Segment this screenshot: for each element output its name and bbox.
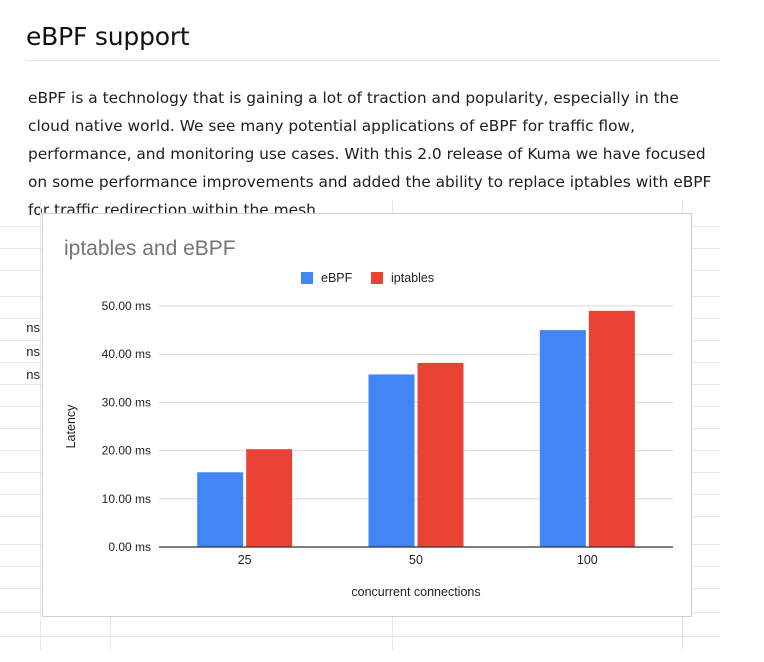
- legend-swatch-ebpf: [301, 272, 313, 284]
- y-tick-label: 0.00 ms: [108, 540, 151, 554]
- x-axis-title: concurrent connections: [351, 585, 480, 599]
- y-tick-label: 20.00 ms: [102, 444, 151, 458]
- legend-swatch-iptables: [371, 272, 383, 284]
- y-axis-title: Latency: [64, 404, 78, 449]
- intro-paragraph: eBPF is a technology that is gaining a l…: [28, 89, 712, 219]
- bar-iptables-25: [246, 449, 293, 547]
- y-tick-label: 30.00 ms: [102, 395, 151, 409]
- clipped-cell-text: ns: [26, 320, 40, 335]
- bar-ebpf-25: [197, 472, 244, 547]
- y-tick-label: 50.00 ms: [102, 299, 151, 313]
- y-tick-label: 10.00 ms: [102, 492, 151, 506]
- bar-chart: iptables and eBPF eBPF iptables 0.00 ms 10.0…: [64, 237, 673, 599]
- legend-label-iptables: iptables: [391, 271, 434, 285]
- heading-divider: [26, 60, 720, 61]
- bar-ebpf-100: [539, 330, 586, 547]
- chart-title: iptables and eBPF: [64, 237, 236, 260]
- section-heading: eBPF support: [26, 22, 190, 51]
- x-tick-label: 50: [409, 553, 423, 567]
- chart-container[interactable]: iptables and eBPF eBPF iptables 0.00 ms 10.0…: [42, 213, 692, 617]
- clipped-cell-text: ns: [26, 367, 40, 382]
- x-tick-label: 25: [238, 553, 252, 567]
- clipped-cell-text: ns: [26, 344, 40, 359]
- bar-ebpf-50: [368, 374, 415, 547]
- bar-iptables-50: [417, 362, 464, 547]
- x-tick-label: 100: [577, 553, 598, 567]
- legend-label-ebpf: eBPF: [321, 271, 353, 285]
- bar-iptables-100: [588, 310, 635, 547]
- y-tick-label: 40.00 ms: [102, 347, 151, 361]
